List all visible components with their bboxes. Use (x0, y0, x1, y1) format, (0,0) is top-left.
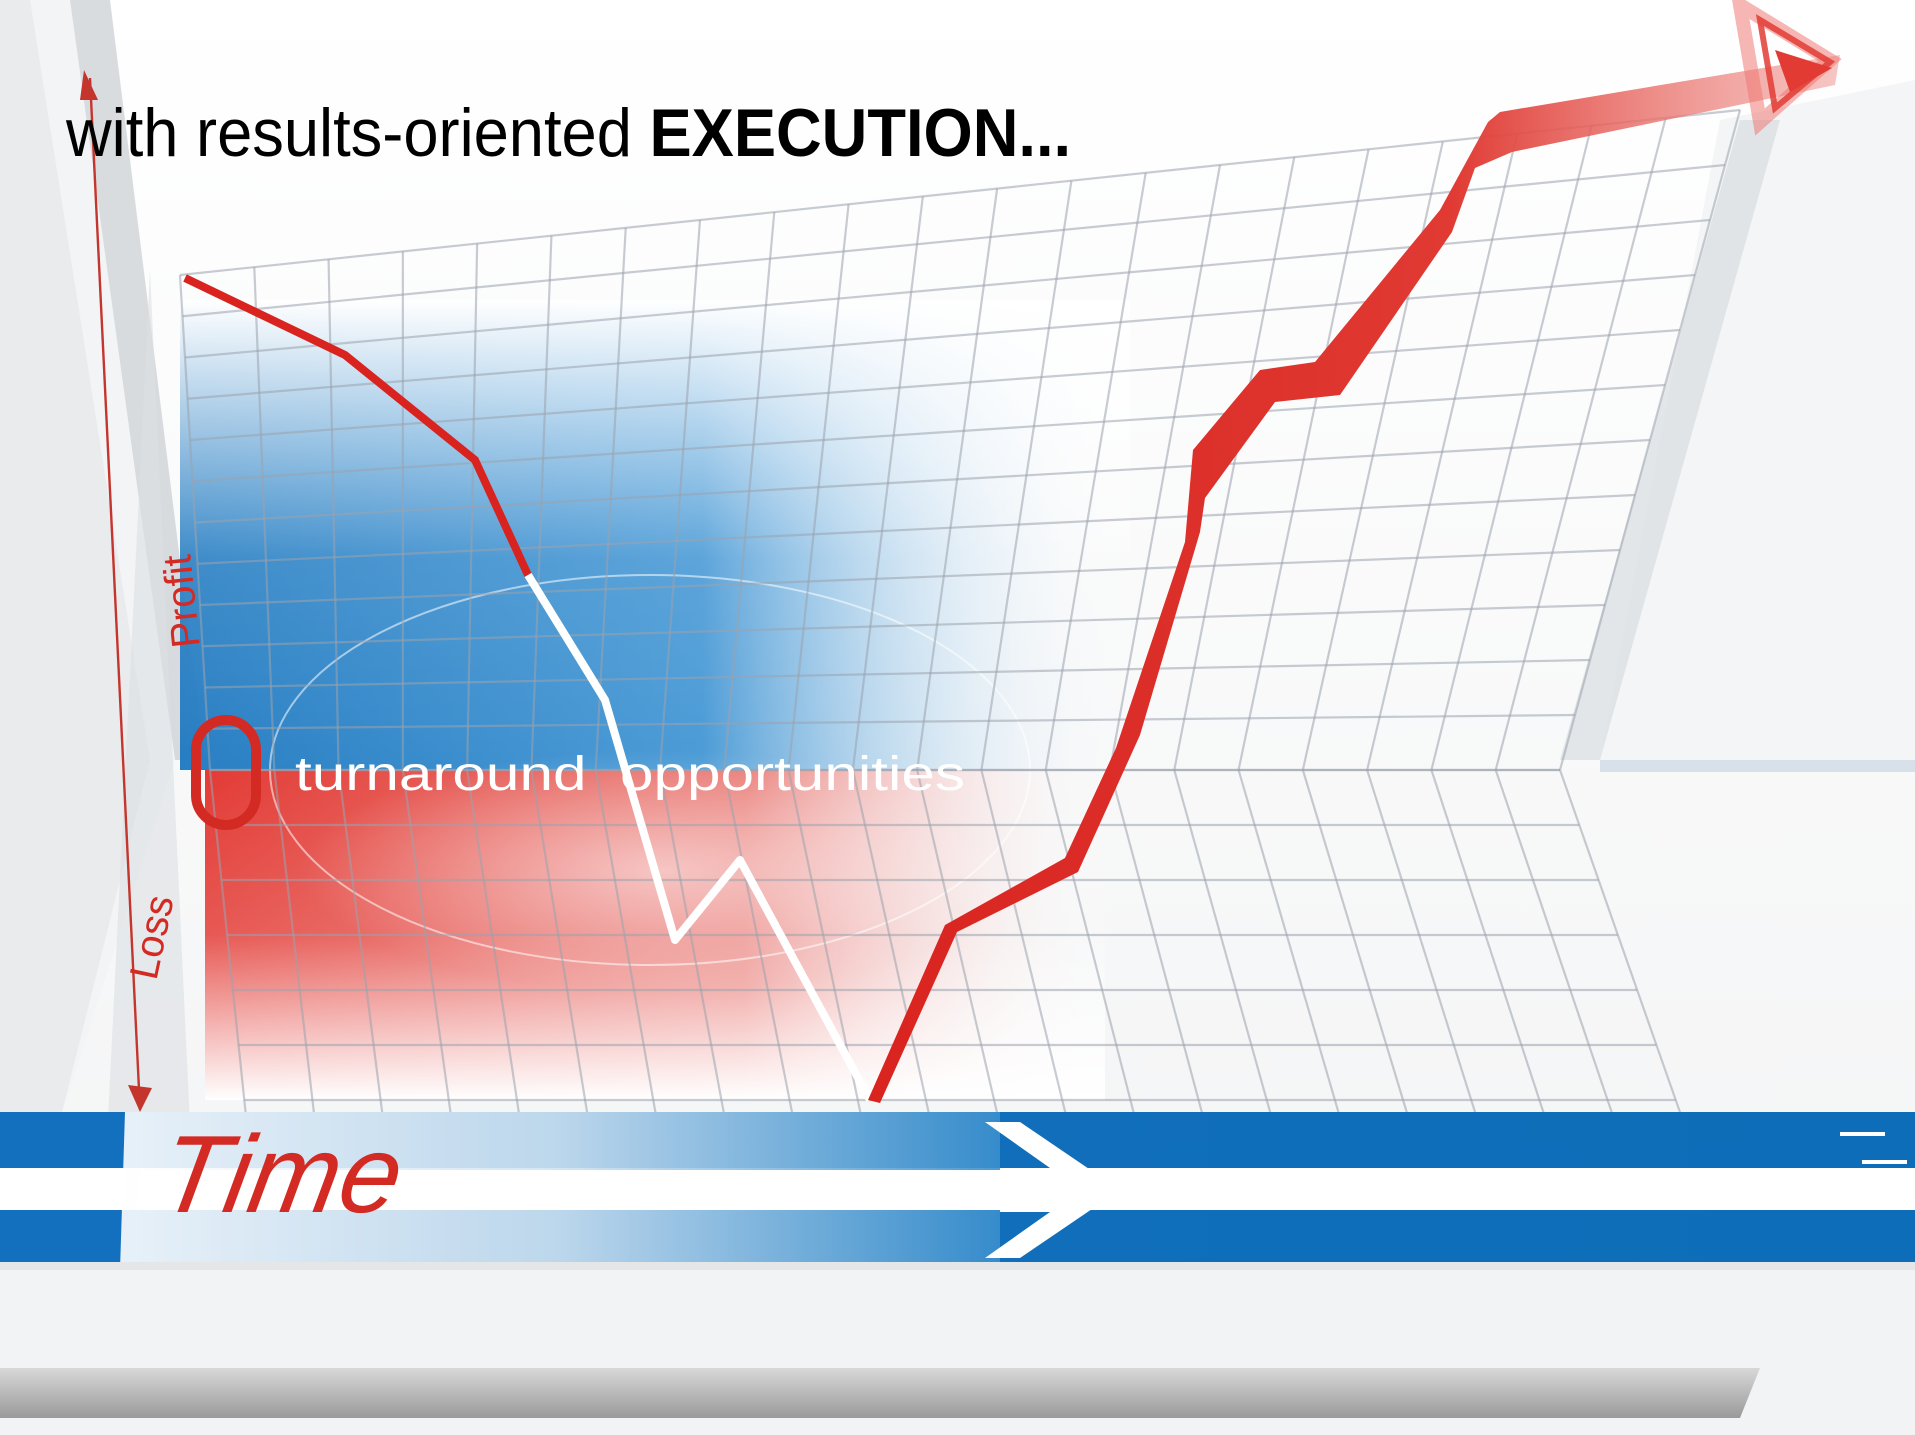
grid-wall-horizontal (184, 218, 1711, 359)
grid-wall-horizontal (204, 658, 1591, 689)
decline-line-lower (524, 572, 874, 1102)
grid-floor-vertical (1301, 769, 1421, 1156)
grid-floor-vertical (723, 769, 802, 1156)
profit-band (180, 300, 1130, 770)
turnaround-label: turnaround opportunities (295, 748, 965, 801)
grid-floor-vertical (658, 769, 733, 1156)
grid-floor-vertical (594, 769, 664, 1156)
grid-wall-horizontal (207, 713, 1576, 730)
grid-floor-vertical (1430, 769, 1559, 1156)
grid-floor-vertical (530, 769, 596, 1156)
grid-wall-horizontal (187, 273, 1696, 400)
grid-floor-vertical (980, 769, 1077, 1156)
grid-floor-vertical (466, 769, 527, 1156)
page-title: with results-oriented EXECUTION... (66, 88, 1071, 178)
zero-marker (191, 715, 261, 830)
grid-floor-vertical (1237, 769, 1353, 1156)
perspective-grid (178, 108, 1742, 1157)
grid-wall-horizontal (192, 383, 1666, 483)
decline-line-upper (183, 274, 532, 577)
grid-floor-vertical (1366, 769, 1490, 1156)
grid-floor-vertical (1173, 769, 1284, 1156)
frame-panels (0, 0, 1915, 1240)
floor-shadow (0, 1368, 1760, 1418)
grid-wall-horizontal (189, 328, 1681, 442)
grid-floor-vertical (787, 769, 871, 1156)
grid-floor-vertical (337, 769, 389, 1156)
profit-label: Profit (155, 553, 209, 650)
grid-wall-horizontal (194, 438, 1651, 524)
grid-floor-vertical (1108, 769, 1215, 1156)
grid-floor-vertical (273, 769, 320, 1156)
grid-floor-vertical (1494, 769, 1628, 1156)
headline-lead: with results-oriented (66, 95, 650, 171)
grid-floor-vertical (401, 769, 458, 1156)
grid-wall-horizontal (197, 493, 1636, 565)
grid-wall-horizontal (202, 603, 1606, 648)
time-bar (0, 1112, 1915, 1270)
time-label: Time (151, 1114, 413, 1236)
grid-wall-horizontal (199, 548, 1621, 607)
grid-floor-vertical (1558, 769, 1697, 1156)
grid-floor-vertical (1044, 769, 1146, 1156)
grid-floor-vertical (916, 769, 1008, 1156)
floor (0, 1270, 1915, 1395)
vertical-axis (80, 70, 152, 1112)
grid-floor-vertical (208, 769, 252, 1156)
headline-emphasis: EXECUTION... (649, 95, 1072, 171)
time-arrow (985, 1122, 1120, 1258)
recovery-arrowhead (1732, 0, 1842, 136)
grid-floor-vertical (851, 769, 940, 1156)
grid-wall-horizontal (182, 163, 1726, 318)
